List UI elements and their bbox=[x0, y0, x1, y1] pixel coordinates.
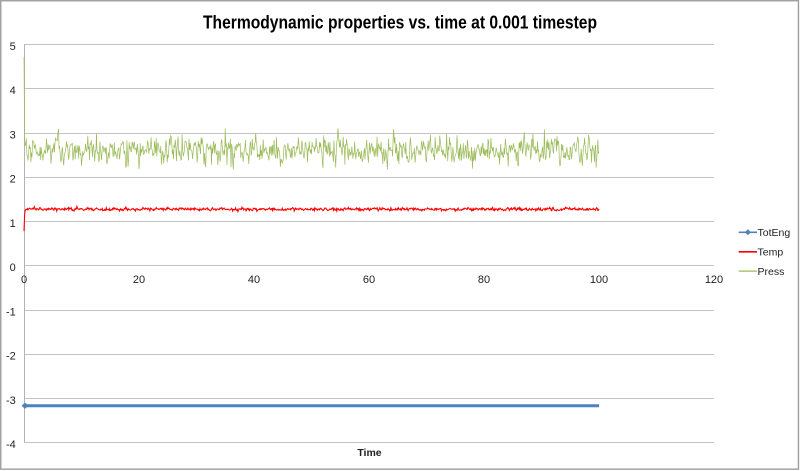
svg-text:80: 80 bbox=[478, 274, 490, 286]
svg-text:2: 2 bbox=[10, 174, 16, 186]
svg-text:5: 5 bbox=[10, 41, 16, 53]
svg-text:-4: -4 bbox=[6, 439, 16, 451]
svg-text:-2: -2 bbox=[6, 351, 16, 363]
svg-text:Temp: Temp bbox=[758, 247, 784, 259]
svg-text:-1: -1 bbox=[6, 306, 16, 318]
svg-text:40: 40 bbox=[248, 274, 260, 286]
svg-text:1: 1 bbox=[10, 218, 16, 230]
svg-text:Thermodynamic properties vs. t: Thermodynamic properties vs. time at 0.0… bbox=[203, 12, 597, 32]
svg-text:0: 0 bbox=[21, 274, 27, 286]
svg-text:Time: Time bbox=[357, 447, 381, 459]
svg-text:100: 100 bbox=[590, 274, 608, 286]
svg-text:120: 120 bbox=[705, 274, 723, 286]
svg-text:4: 4 bbox=[10, 85, 16, 97]
svg-text:60: 60 bbox=[363, 274, 375, 286]
svg-text:-3: -3 bbox=[6, 395, 16, 407]
svg-text:0: 0 bbox=[10, 262, 16, 274]
svg-text:3: 3 bbox=[10, 129, 16, 141]
svg-text:TotEng: TotEng bbox=[758, 227, 791, 239]
svg-text:20: 20 bbox=[133, 274, 145, 286]
svg-text:Press: Press bbox=[758, 266, 785, 278]
